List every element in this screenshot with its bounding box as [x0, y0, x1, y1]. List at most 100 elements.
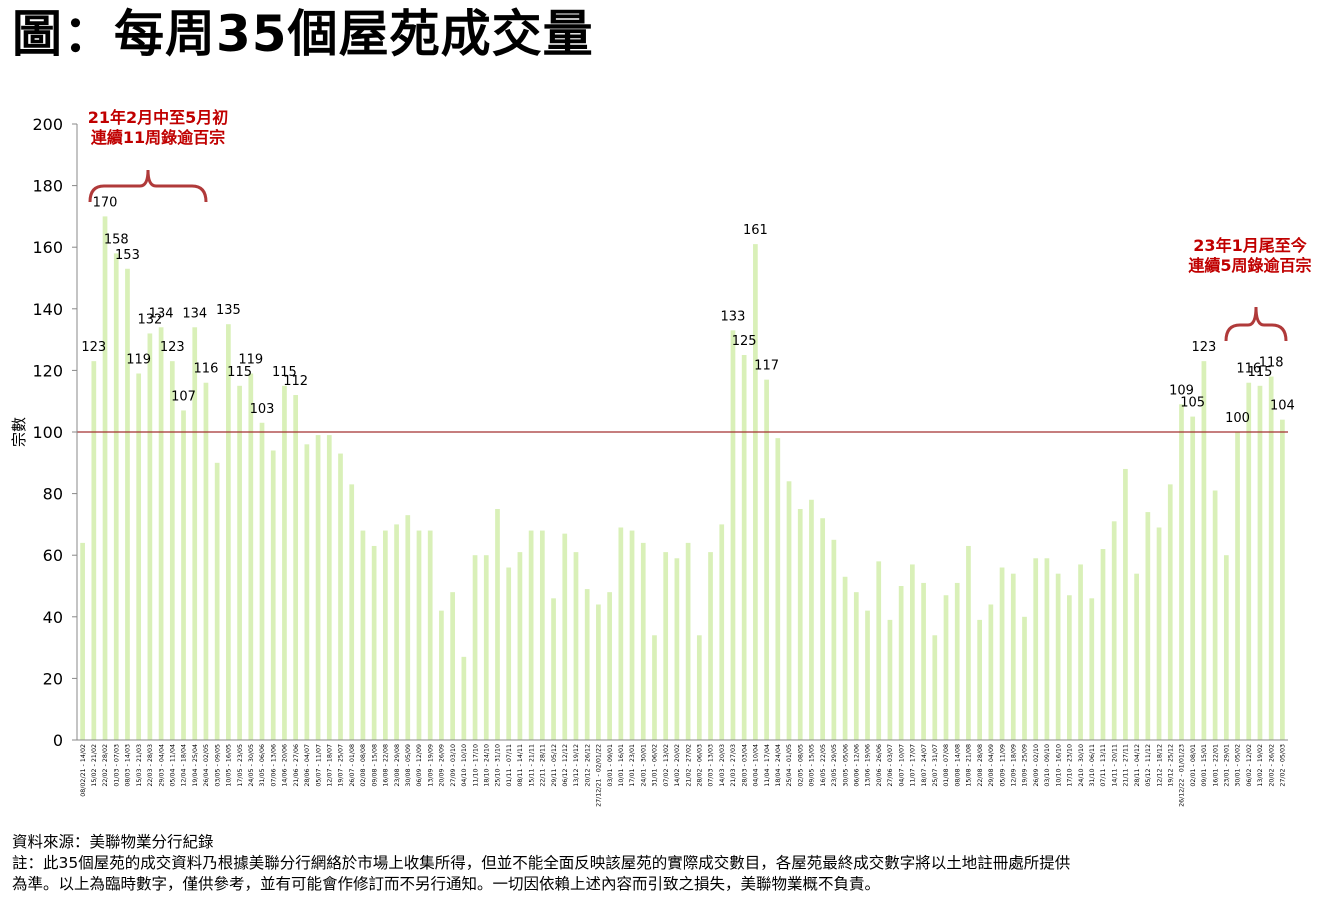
x-tick-label: 10/10 - 16/10: [1055, 744, 1062, 787]
bar: [416, 530, 422, 740]
bar: [1033, 558, 1039, 740]
bar: [696, 635, 702, 740]
y-axis-label: 宗數: [10, 417, 28, 447]
x-tick-label: 26/04 - 02/05: [203, 744, 210, 787]
bar: [551, 598, 556, 740]
brace-2023: [1224, 306, 1288, 342]
bar: [147, 333, 153, 740]
bar: [383, 530, 388, 740]
x-tick-label: 11/07 - 17/07: [910, 744, 917, 787]
x-tick-label: 21/02 - 27/02: [685, 744, 692, 787]
y-tick-label: 0: [53, 731, 63, 750]
bar: [528, 530, 534, 740]
bar: [158, 327, 164, 740]
x-tick-label: 07/11 - 13/11: [1100, 744, 1107, 787]
bar: [943, 595, 949, 740]
bar: [506, 567, 512, 740]
bar: [461, 656, 467, 740]
bar: [483, 555, 489, 740]
x-tick-label: 05/04 - 11/04: [170, 744, 177, 787]
x-tick-label: 07/03 - 13/03: [708, 744, 715, 787]
disclaimer-line: 註：此35個屋苑的成交資料乃根據美聯分行網絡於市場上收集所得，但並不能全面反映該…: [12, 854, 1071, 872]
x-tick-label: 07/02 - 13/02: [663, 744, 670, 787]
x-tick-label: 03/05 - 09/05: [214, 744, 221, 787]
data-label: 123: [81, 340, 106, 355]
bar: [685, 542, 691, 740]
bar: [652, 635, 657, 740]
bar: [293, 395, 299, 740]
bar: [910, 564, 915, 740]
data-label: 116: [194, 362, 219, 377]
x-tick-label: 28/03 - 03/04: [741, 744, 748, 787]
x-tick-label: 26/07 - 01/08: [349, 744, 356, 787]
data-label: 109: [1169, 383, 1194, 398]
bar: [495, 509, 500, 740]
annotation-braces: [88, 169, 1288, 342]
bar: [1212, 490, 1218, 740]
x-tick-label: 09/05 - 15/05: [809, 744, 816, 787]
data-label: 132: [137, 312, 162, 327]
data-label: 115: [227, 365, 252, 380]
data-label: 117: [754, 359, 779, 374]
data-label: 135: [216, 303, 241, 318]
x-tick-label: 13/12 - 19/12: [573, 744, 580, 787]
y-tick-label: 140: [32, 300, 63, 319]
annotation-line: 23年1月尾至今: [1193, 236, 1307, 255]
bar: [887, 619, 893, 740]
data-label: 115: [1248, 365, 1273, 380]
x-tick-label: 27/09 - 03/10: [450, 744, 457, 787]
x-tick-label: 05/09 - 11/09: [999, 744, 1006, 787]
brace-2021: [88, 169, 208, 203]
bar: [618, 527, 624, 740]
bar: [270, 450, 276, 740]
data-label: 119: [238, 352, 263, 367]
x-tick-label: 27/02 - 05/03: [1280, 744, 1287, 787]
x-tick-label: 04/07 - 10/07: [898, 744, 905, 787]
x-tick-label: 02/08 - 08/08: [360, 744, 367, 787]
bar: [450, 592, 455, 740]
x-tick-label: 13/09 - 19/09: [427, 744, 434, 787]
bar: [954, 582, 960, 740]
bar: [1134, 573, 1139, 740]
x-tick-label: 07/06 - 13/06: [270, 744, 277, 787]
page-title: 圖：每周35個屋苑成交量: [12, 5, 594, 63]
data-label: 115: [272, 365, 297, 380]
bar: [831, 539, 837, 740]
annotation-2021-streak: 21年2月中至5月初 連續11周錄逾百宗: [58, 108, 258, 148]
x-tick-label: 24/05 - 30/05: [248, 744, 255, 787]
x-tick-label: 15/03 - 21/03: [136, 744, 143, 787]
bar: [1190, 416, 1196, 740]
bar: [192, 327, 198, 740]
source-note: 資料來源：美聯物業分行紀錄: [12, 833, 214, 851]
x-tick-label: 04/04 - 10/04: [753, 744, 760, 787]
bar: [853, 592, 859, 740]
bar: [999, 567, 1005, 740]
bar: [282, 385, 287, 740]
bar: [741, 355, 747, 740]
data-label: 123: [160, 340, 185, 355]
bar: [1022, 616, 1027, 740]
x-tick-label: 13/06 - 19/06: [865, 744, 872, 787]
bar: [259, 422, 265, 740]
x-tick-label: 09/01 - 15/01: [1201, 744, 1208, 787]
bar: [719, 524, 725, 740]
x-tick-label: 02/05 - 08/05: [797, 744, 804, 787]
x-tick-label: 21/11 - 27/11: [1123, 744, 1130, 787]
x-tick-label: 03/01 - 09/01: [607, 744, 614, 787]
y-tick-label: 180: [32, 177, 63, 196]
x-tick-label: 29/08 - 04/09: [988, 744, 995, 787]
bar: [1268, 376, 1274, 740]
annotation-line: 連續11周錄逾百宗: [90, 128, 226, 147]
bar: [921, 582, 926, 740]
x-tick-label: 10/05 - 16/05: [226, 744, 233, 787]
bar: [596, 604, 601, 740]
bar: [1111, 521, 1117, 740]
y-tick-label: 20: [43, 669, 63, 688]
x-tick-label: 06/09 - 12/09: [416, 744, 423, 787]
y-tick-label: 100: [32, 423, 63, 442]
bar: [775, 438, 781, 740]
data-label: 103: [250, 402, 275, 417]
x-tick-label: 20/12 - 26/12: [584, 744, 591, 787]
x-tick-label: 23/08 - 29/08: [394, 744, 401, 787]
